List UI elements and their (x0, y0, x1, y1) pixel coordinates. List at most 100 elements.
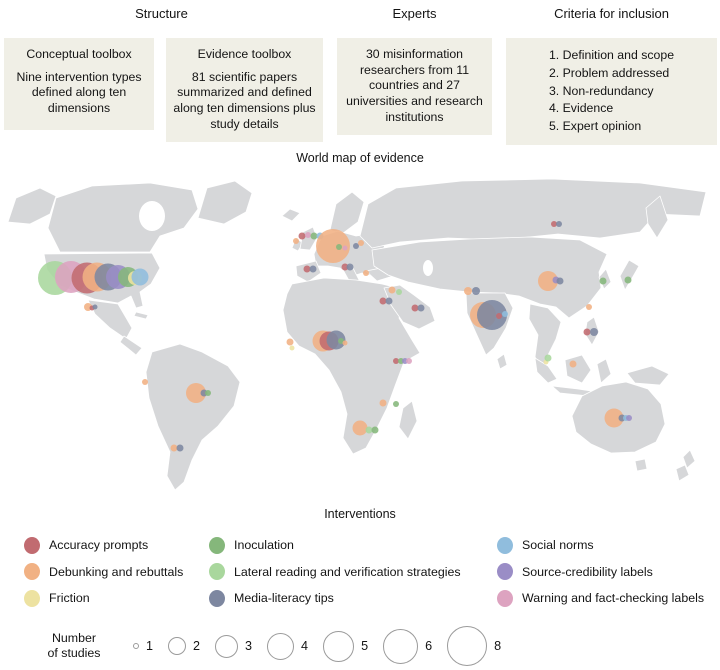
size-legend-label-line: Number (51, 630, 97, 645)
caspian-sea (423, 260, 433, 276)
study-bubble-debunking (170, 444, 178, 452)
study-bubble-media (472, 287, 480, 295)
landmass-cuba (133, 311, 149, 320)
size-legend-entry: 2 (168, 637, 200, 655)
study-bubble-debunking (286, 338, 294, 346)
legend-item: Social norms (497, 532, 704, 559)
study-bubble-debunking (142, 379, 148, 385)
hudson-bay (139, 201, 165, 231)
study-bubble-media (346, 263, 354, 271)
study-bubble-layer (38, 221, 632, 452)
source-color-swatch (497, 563, 513, 581)
study-bubble-accuracy (411, 304, 419, 312)
size-legend-entry: 4 (267, 632, 308, 660)
study-bubble-debunking (586, 304, 592, 310)
study-bubble-debunking (379, 399, 387, 407)
size-circle (168, 637, 187, 655)
landmass-sumatra (534, 357, 558, 384)
study-bubble-inoculation (624, 276, 632, 284)
study-bubble-warning (342, 245, 348, 251)
landmass-new-zealand-north (682, 449, 696, 469)
legend-label: Friction (49, 591, 90, 606)
study-bubble-accuracy (551, 221, 557, 227)
study-bubble-lateral (544, 354, 552, 362)
legend-item: Source-credibility labels (497, 559, 704, 586)
study-bubble-inoculation (338, 338, 344, 344)
legend-title: Interventions (324, 507, 396, 521)
landmass-new-guinea (626, 365, 670, 386)
landmass-borneo (564, 354, 592, 384)
size-legend-entry: 8 (447, 626, 501, 666)
study-bubble-social (131, 268, 149, 286)
study-bubble-media (590, 328, 598, 336)
size-circle (267, 632, 295, 660)
criteria-item: 4. Evidence (548, 101, 614, 116)
study-bubble-media (309, 265, 317, 273)
legend-label: Lateral reading and verification strateg… (234, 564, 461, 579)
legend-label: Inoculation (234, 538, 294, 553)
group-header-criteria: Criteria for inclusion (554, 6, 669, 21)
study-bubble-lateral (396, 289, 402, 295)
study-bubble-debunking (352, 420, 368, 436)
landmass-alaska (7, 187, 57, 225)
study-bubble-accuracy (379, 297, 387, 305)
size-number: 1 (146, 639, 154, 653)
warning-color-swatch (497, 589, 513, 607)
size-legend-entry: 1 (133, 639, 153, 653)
map-title: World map of evidence (296, 151, 424, 165)
size-legend-label-line: of studies (47, 646, 101, 660)
landmass-central-america (119, 335, 143, 356)
study-bubble-debunking (569, 360, 577, 368)
size-legend-entries: 1 2 3 4 5 6 8 (118, 626, 501, 666)
legend-label: Debunking and rebuttals (49, 564, 184, 579)
size-legend-entry: 6 (383, 628, 433, 664)
study-bubble-warning (406, 358, 412, 364)
study-bubble-media (92, 304, 98, 310)
world-landmass (7, 178, 707, 491)
legend-item: Lateral reading and verification strateg… (209, 559, 461, 586)
study-bubble-accuracy (393, 358, 399, 364)
legend-label: Source-credibility labels (522, 564, 653, 579)
landmass-sulawesi (596, 358, 612, 384)
landmass-scandinavia (329, 191, 365, 235)
study-bubble-source (626, 415, 632, 421)
criteria-item: 2. Problem addressed (548, 65, 670, 80)
size-number: 3 (245, 639, 253, 653)
size-number: 8 (494, 639, 502, 653)
world-map-svg (7, 178, 707, 491)
study-bubble-accuracy (298, 232, 306, 240)
study-bubble-lateral (365, 426, 373, 434)
landmass-canada (47, 182, 199, 253)
study-bubble-media (556, 277, 564, 285)
landmass-arabia (383, 284, 436, 330)
legend-label: Social norms (522, 538, 594, 553)
study-bubble-debunking (342, 340, 348, 346)
study-bubble-debunking (604, 408, 624, 428)
study-bubble-accuracy (303, 265, 311, 273)
study-bubble-debunking (464, 287, 472, 295)
size-circle (215, 634, 239, 658)
size-number: 6 (425, 639, 433, 653)
study-bubble-debunking (363, 270, 369, 276)
size-circle (383, 628, 419, 664)
debunking-color-swatch (24, 563, 40, 581)
size-legend-entry: 5 (323, 630, 369, 662)
landmass-greenland (197, 180, 253, 225)
study-bubble-inoculation (336, 244, 342, 250)
legend-label: Warning and fact-checking labels (522, 591, 705, 606)
criteria-item: 1. Definition and scope (548, 48, 675, 62)
box-conceptual-body: Nine intervention types defined along te… (16, 69, 142, 116)
study-bubble-media (417, 304, 425, 312)
accuracy-color-swatch (24, 536, 40, 554)
study-bubble-media (385, 297, 393, 305)
size-number: 5 (361, 639, 369, 653)
legend-column-1: Accuracy prompts Debunking and rebuttals F… (24, 532, 183, 612)
legend-column-3: Social norms Source-credibility labels War… (497, 532, 704, 612)
study-bubble-media (176, 444, 184, 452)
size-circle (323, 630, 355, 662)
study-bubble-inoculation (205, 390, 211, 396)
box-experts-body: 30 misinformation researchers from 11 co… (346, 47, 483, 124)
legend-label: Accuracy prompts (49, 538, 149, 553)
size-circle (447, 626, 488, 666)
